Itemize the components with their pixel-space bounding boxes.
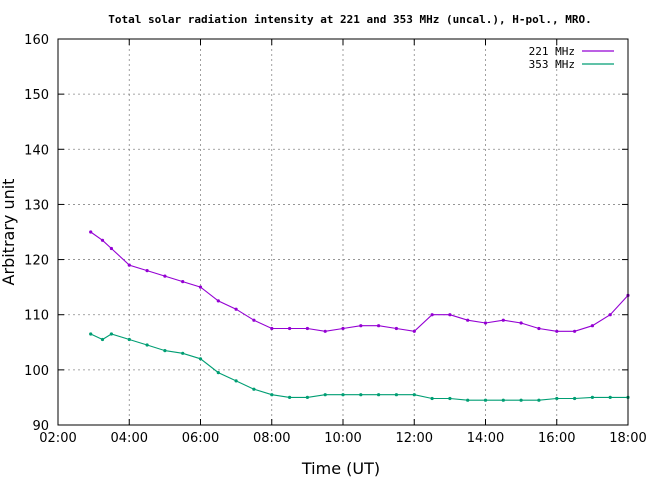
x-tick-label: 04:00 (111, 431, 148, 446)
data-point (412, 393, 416, 397)
x-tick-label: 18:00 (609, 431, 646, 446)
data-point (145, 269, 149, 273)
data-point (377, 393, 381, 397)
y-tick-label: 130 (24, 198, 49, 213)
data-point (537, 326, 541, 331)
data-point (198, 285, 203, 289)
data-point (555, 396, 559, 401)
data-point (270, 326, 274, 331)
data-point (127, 263, 131, 267)
data-point (305, 326, 309, 331)
data-point (448, 396, 452, 401)
data-point (573, 396, 577, 401)
data-point (216, 299, 220, 303)
data-point (270, 393, 274, 397)
y-tick-label: 160 (24, 33, 49, 48)
series-221-mhz (89, 230, 630, 333)
data-point (501, 318, 505, 322)
y-tick-label: 100 (24, 364, 49, 379)
data-point (501, 398, 505, 402)
x-tick-label: 02:00 (39, 431, 76, 446)
data-point (537, 398, 541, 402)
data-point (608, 395, 612, 399)
data-point (519, 398, 523, 402)
data-point (359, 393, 363, 397)
data-point (483, 398, 488, 402)
x-tick-label: 14:00 (467, 431, 504, 446)
x-axis-label: Time (UT) (301, 459, 380, 478)
data-point (519, 321, 523, 325)
data-point (323, 393, 327, 397)
data-point (305, 395, 309, 399)
data-point (341, 326, 345, 331)
data-point (181, 351, 185, 355)
data-point (89, 332, 93, 336)
data-point (412, 329, 416, 333)
series-353-mhz (89, 332, 630, 402)
ticks: 02:00 04:00 06:00 08:00 10:00 12:00 14:00 16:00… (24, 33, 647, 446)
series-line (90, 231, 629, 332)
x-tick-label: 16:00 (538, 431, 575, 446)
data-point (359, 324, 363, 328)
data-point (430, 313, 434, 317)
x-tick-label: 12:00 (396, 431, 433, 446)
data-point (377, 324, 381, 328)
data-point (288, 326, 292, 331)
y-axis-label: Arbitrary unit (0, 179, 18, 286)
series-line (90, 333, 628, 401)
data-point (394, 393, 398, 397)
data-point (127, 337, 131, 342)
chart-title: Total solar radiation intensity at 221 a… (108, 13, 591, 26)
data-point (109, 246, 113, 251)
data-point (466, 398, 470, 402)
data-point (100, 337, 105, 342)
data-point (555, 329, 559, 333)
data-point (573, 329, 577, 333)
data-point (234, 379, 238, 383)
data-point (198, 357, 203, 361)
y-tick-label: 150 (24, 88, 49, 103)
data-point (234, 307, 238, 311)
data-point (163, 274, 167, 278)
data-point (100, 238, 105, 242)
y-tick-label: 120 (24, 254, 49, 269)
data-point (466, 318, 470, 322)
x-tick-label: 10:00 (324, 431, 361, 446)
data-point (483, 321, 488, 325)
legend-label-353: 353 MHz (529, 58, 575, 71)
data-point (163, 349, 167, 353)
grid (58, 39, 628, 425)
data-point (590, 395, 595, 399)
y-tick-label: 110 (24, 309, 49, 324)
x-tick-label: 06:00 (182, 431, 219, 446)
legend-label-221: 221 MHz (529, 45, 575, 58)
data-point (341, 393, 345, 397)
data-point (89, 230, 93, 234)
data-point (323, 329, 327, 333)
plot-frame (57, 38, 629, 426)
y-tick-label: 140 (24, 143, 49, 158)
data-point (448, 313, 452, 317)
data-point (608, 313, 612, 317)
data-point (145, 343, 149, 347)
data-point (394, 326, 398, 331)
y-tick-label: 90 (32, 419, 49, 434)
x-tick-label: 08:00 (253, 431, 290, 446)
data-point (109, 332, 113, 336)
data-point (288, 395, 292, 399)
legend: 221 MHz 353 MHz (529, 45, 614, 71)
series-layer (89, 230, 630, 402)
data-point (216, 371, 220, 375)
data-point (252, 318, 256, 322)
data-point (430, 396, 434, 401)
data-point (590, 324, 595, 328)
data-point (181, 280, 185, 284)
data-point (252, 387, 256, 391)
